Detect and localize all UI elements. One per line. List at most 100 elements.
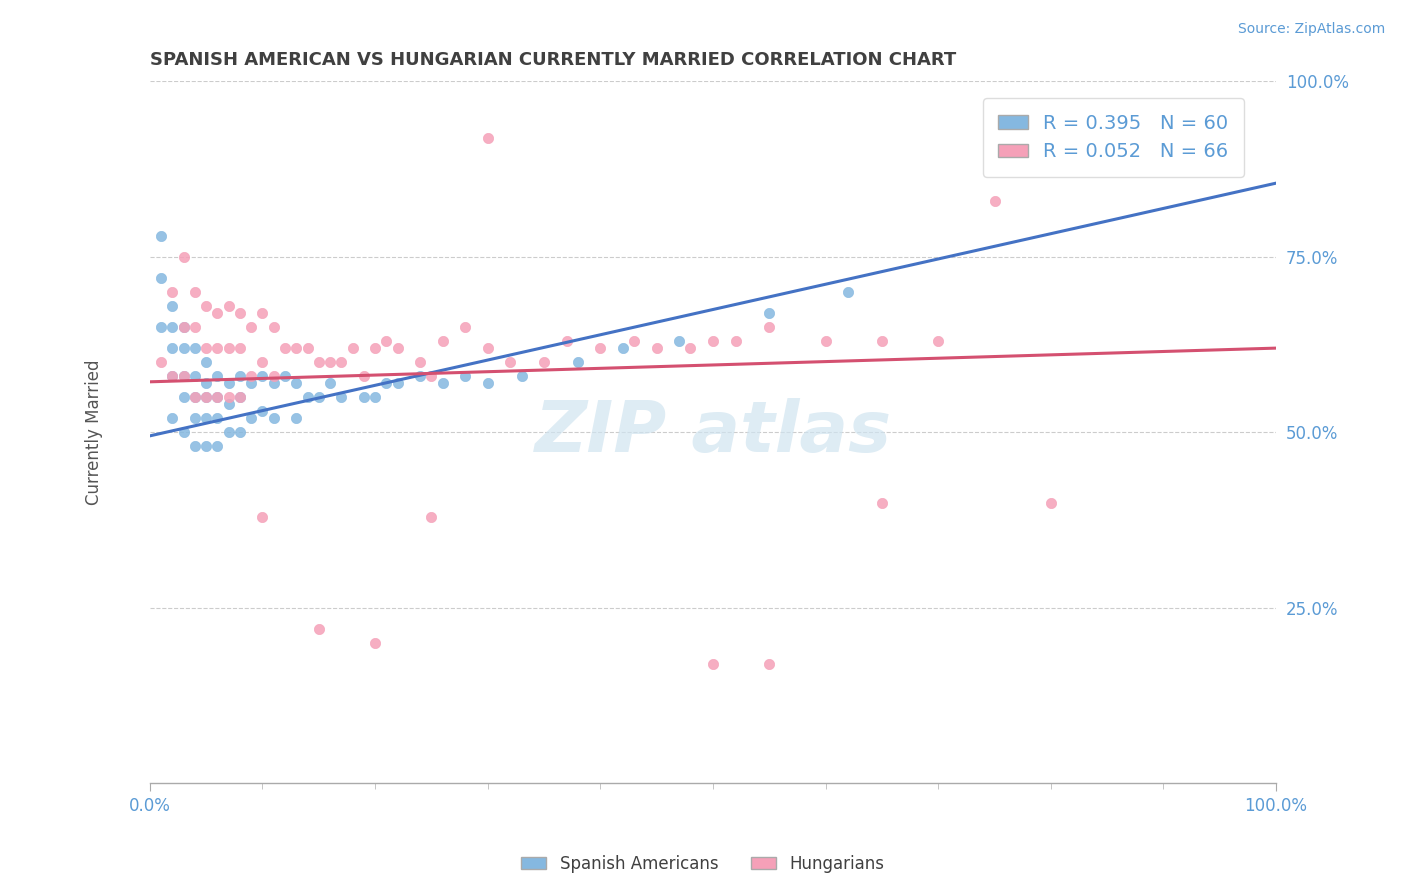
Point bbox=[477, 376, 499, 391]
Point bbox=[195, 376, 218, 391]
Point bbox=[207, 369, 229, 384]
Point bbox=[162, 369, 184, 384]
Point bbox=[252, 306, 274, 320]
Point bbox=[195, 411, 218, 425]
Point bbox=[218, 376, 240, 391]
Point bbox=[173, 390, 195, 404]
Point bbox=[184, 341, 207, 355]
Point bbox=[837, 285, 859, 299]
Point bbox=[477, 130, 499, 145]
Point bbox=[173, 425, 195, 440]
Point bbox=[364, 390, 387, 404]
Point bbox=[207, 411, 229, 425]
Point bbox=[758, 306, 780, 320]
Point bbox=[162, 369, 184, 384]
Point bbox=[263, 411, 285, 425]
Point bbox=[173, 369, 195, 384]
Point bbox=[353, 390, 375, 404]
Point bbox=[679, 341, 702, 355]
Point bbox=[308, 355, 330, 369]
Point bbox=[364, 341, 387, 355]
Point bbox=[285, 341, 308, 355]
Point bbox=[353, 369, 375, 384]
Point bbox=[240, 376, 263, 391]
Point bbox=[218, 397, 240, 411]
Text: ZIP atlas: ZIP atlas bbox=[534, 398, 891, 467]
Point bbox=[319, 376, 342, 391]
Point bbox=[758, 657, 780, 671]
Point bbox=[297, 390, 319, 404]
Point bbox=[375, 334, 398, 348]
Point bbox=[218, 425, 240, 440]
Point bbox=[162, 320, 184, 334]
Point bbox=[387, 376, 409, 391]
Point bbox=[195, 390, 218, 404]
Point bbox=[927, 334, 949, 348]
Point bbox=[983, 194, 1005, 208]
Point bbox=[420, 509, 443, 524]
Point bbox=[499, 355, 522, 369]
Point bbox=[342, 341, 364, 355]
Point bbox=[184, 390, 207, 404]
Point bbox=[229, 369, 252, 384]
Point bbox=[229, 425, 252, 440]
Point bbox=[432, 334, 454, 348]
Point bbox=[173, 320, 195, 334]
Point bbox=[387, 341, 409, 355]
Point bbox=[477, 341, 499, 355]
Point bbox=[870, 495, 893, 509]
Point bbox=[195, 439, 218, 453]
Legend: Spanish Americans, Hungarians: Spanish Americans, Hungarians bbox=[515, 848, 891, 880]
Point bbox=[207, 341, 229, 355]
Point bbox=[409, 369, 432, 384]
Point bbox=[173, 369, 195, 384]
Point bbox=[308, 622, 330, 636]
Point bbox=[252, 369, 274, 384]
Point bbox=[229, 390, 252, 404]
Point bbox=[724, 334, 747, 348]
Text: SPANISH AMERICAN VS HUNGARIAN CURRENTLY MARRIED CORRELATION CHART: SPANISH AMERICAN VS HUNGARIAN CURRENTLY … bbox=[150, 51, 956, 69]
Point bbox=[162, 299, 184, 313]
Point bbox=[229, 390, 252, 404]
Point bbox=[252, 355, 274, 369]
Point bbox=[297, 341, 319, 355]
Point bbox=[207, 390, 229, 404]
Point bbox=[330, 390, 353, 404]
Point bbox=[150, 228, 173, 243]
Point bbox=[218, 341, 240, 355]
Point bbox=[184, 320, 207, 334]
Point bbox=[555, 334, 578, 348]
Text: Source: ZipAtlas.com: Source: ZipAtlas.com bbox=[1237, 22, 1385, 37]
Point bbox=[263, 320, 285, 334]
Point bbox=[162, 285, 184, 299]
Point bbox=[285, 376, 308, 391]
Point bbox=[263, 376, 285, 391]
Point bbox=[533, 355, 555, 369]
Legend: R = 0.395   N = 60, R = 0.052   N = 66: R = 0.395 N = 60, R = 0.052 N = 66 bbox=[983, 98, 1244, 177]
Point bbox=[285, 411, 308, 425]
Point bbox=[184, 285, 207, 299]
Point bbox=[668, 334, 690, 348]
Point bbox=[240, 411, 263, 425]
Point bbox=[229, 341, 252, 355]
Point bbox=[1039, 495, 1062, 509]
Point bbox=[184, 369, 207, 384]
Point bbox=[870, 334, 893, 348]
Point bbox=[150, 320, 173, 334]
Point bbox=[814, 334, 837, 348]
Point bbox=[218, 299, 240, 313]
Point bbox=[645, 341, 668, 355]
Point bbox=[173, 320, 195, 334]
Point bbox=[173, 341, 195, 355]
Y-axis label: Currently Married: Currently Married bbox=[86, 359, 103, 505]
Point bbox=[567, 355, 589, 369]
Point bbox=[195, 341, 218, 355]
Point bbox=[195, 390, 218, 404]
Point bbox=[589, 341, 612, 355]
Point bbox=[150, 355, 173, 369]
Point bbox=[409, 355, 432, 369]
Point bbox=[319, 355, 342, 369]
Point bbox=[229, 306, 252, 320]
Point bbox=[263, 369, 285, 384]
Point bbox=[364, 636, 387, 650]
